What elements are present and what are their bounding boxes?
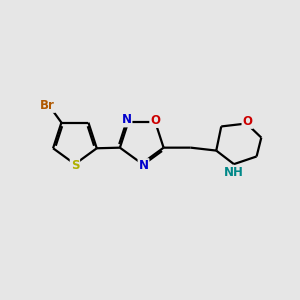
Text: NH: NH [224,166,244,179]
Text: N: N [122,113,131,126]
Text: S: S [71,158,79,172]
Text: N: N [139,159,148,172]
Text: Br: Br [40,99,55,112]
Text: O: O [150,114,160,127]
Text: O: O [242,115,253,128]
